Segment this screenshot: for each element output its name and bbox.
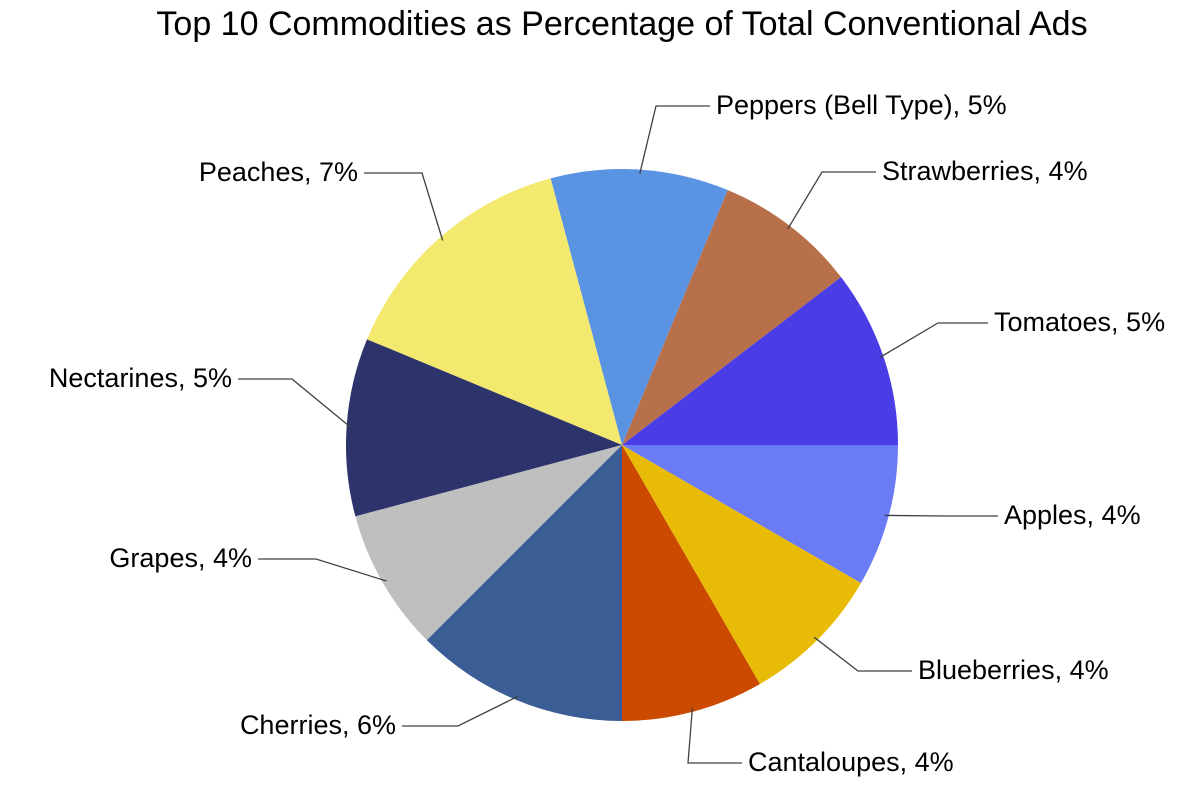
- slice-label-cherries: Cherries, 6%: [240, 710, 396, 740]
- leader-line-blueberries: [813, 636, 912, 672]
- slice-label-grapes: Grapes, 4%: [109, 543, 252, 573]
- pie-slice-strawberries: [622, 190, 841, 445]
- pie-slice-nectarines: [345, 339, 622, 517]
- pie-slice-cantaloupes: [622, 445, 760, 721]
- slice-label-nectarines: Nectarines, 5%: [49, 363, 232, 393]
- pie-slice-peppers-bell-type: [550, 168, 728, 445]
- leader-line-cherries: [402, 695, 519, 727]
- slice-label-apples: Apples, 4%: [1004, 500, 1141, 530]
- slice-label-tomatoes: Tomatoes, 5%: [994, 307, 1165, 337]
- slice-label-strawberries: Strawberries, 4%: [882, 156, 1088, 186]
- leader-line-apples: [884, 514, 998, 517]
- slice-label-blueberries: Blueberries, 4%: [918, 655, 1109, 685]
- leader-line-peppers-bell-type: [639, 105, 710, 174]
- leader-line-peaches: [364, 172, 444, 241]
- slice-labels: Tomatoes, 5% Strawberries, 4% Peppers (Bel…: [49, 90, 1165, 777]
- leader-line-tomatoes: [879, 322, 988, 359]
- pie-slice-blueberries: [622, 445, 862, 685]
- slice-label-cantaloupes: Cantaloupes, 4%: [748, 747, 954, 777]
- pie-slice-cherries: [426, 445, 622, 721]
- chart-title: Top 10 Commodities as Percentage of Tota…: [156, 5, 1088, 43]
- leader-line-nectarines: [238, 378, 352, 428]
- leader-lines: [238, 105, 998, 764]
- pie-slice-tomatoes: [622, 276, 898, 445]
- leader-line-strawberries: [787, 171, 876, 230]
- leader-line-grapes: [258, 558, 387, 582]
- pie-slice-grapes: [355, 445, 622, 641]
- pie-slice-peaches: [367, 178, 622, 445]
- pie-slices: [345, 168, 898, 721]
- slice-label-peaches: Peaches, 7%: [199, 157, 358, 187]
- slice-label-peppers-bell-type: Peppers (Bell Type), 5%: [716, 90, 1007, 120]
- pie-slice-apples: [622, 445, 898, 583]
- leader-line-cantaloupes: [687, 707, 742, 764]
